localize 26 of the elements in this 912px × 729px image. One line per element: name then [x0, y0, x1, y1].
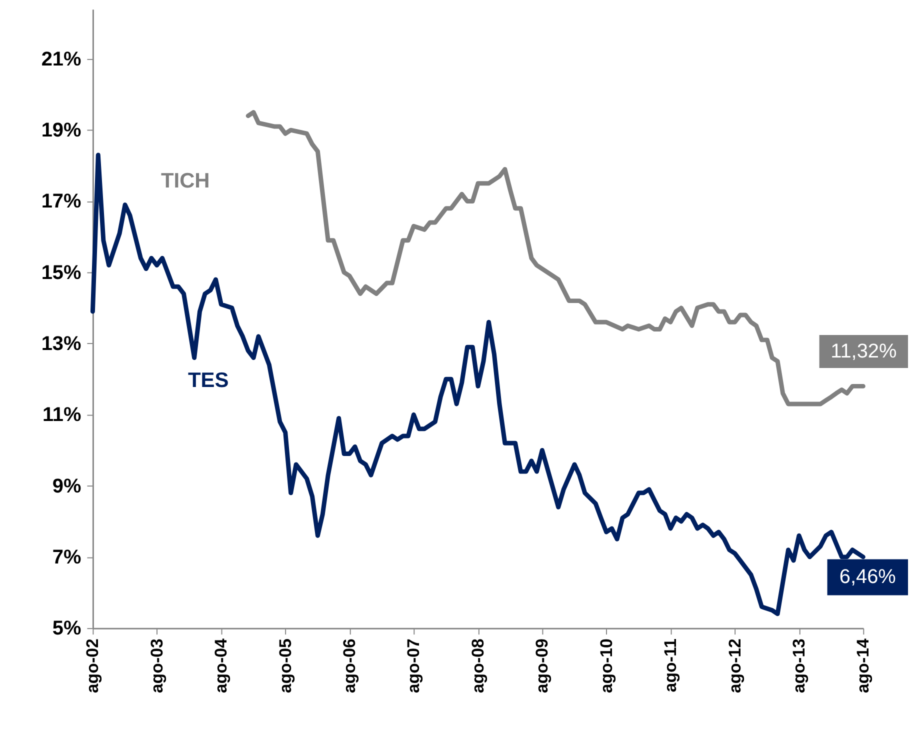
text: TICH — [160, 170, 210, 193]
y-tick-label: 21% — [41, 48, 82, 70]
y-tick-label: 15% — [41, 262, 82, 284]
x-tick-label: ago-02 — [83, 638, 102, 694]
y-tick-label: 5% — [52, 618, 82, 640]
y-tick-label: 17% — [41, 190, 82, 213]
y-tick-label: 19% — [41, 120, 82, 142]
y-tick-label: 9% — [52, 475, 82, 498]
y-tick-label: 13% — [41, 332, 82, 355]
x-tick-label: ago-07 — [404, 638, 424, 694]
x-tick-label: ago-06 — [340, 638, 359, 694]
x-tick-label: ago-03 — [147, 638, 166, 694]
x-tick-label: ago-08 — [468, 638, 488, 694]
x-tick-label: ago-04 — [212, 638, 231, 694]
y-tick-label: 7% — [52, 546, 82, 568]
x-tick-label: ago-05 — [276, 638, 295, 694]
x-tick-label: ago-10 — [596, 638, 616, 694]
series-label: TES — [188, 368, 229, 392]
x-tick-label: ago-13 — [789, 638, 808, 694]
x-tick-label: ago-12 — [725, 638, 744, 694]
x-tick-label: ago-09 — [532, 638, 552, 694]
annotation: 6,46% — [839, 566, 896, 588]
x-tick-label: ago-14 — [854, 638, 873, 694]
y-tick-label: 11% — [42, 404, 82, 426]
annotation: 11,32% — [830, 340, 897, 362]
x-tick-label: ago-11 — [660, 638, 680, 692]
